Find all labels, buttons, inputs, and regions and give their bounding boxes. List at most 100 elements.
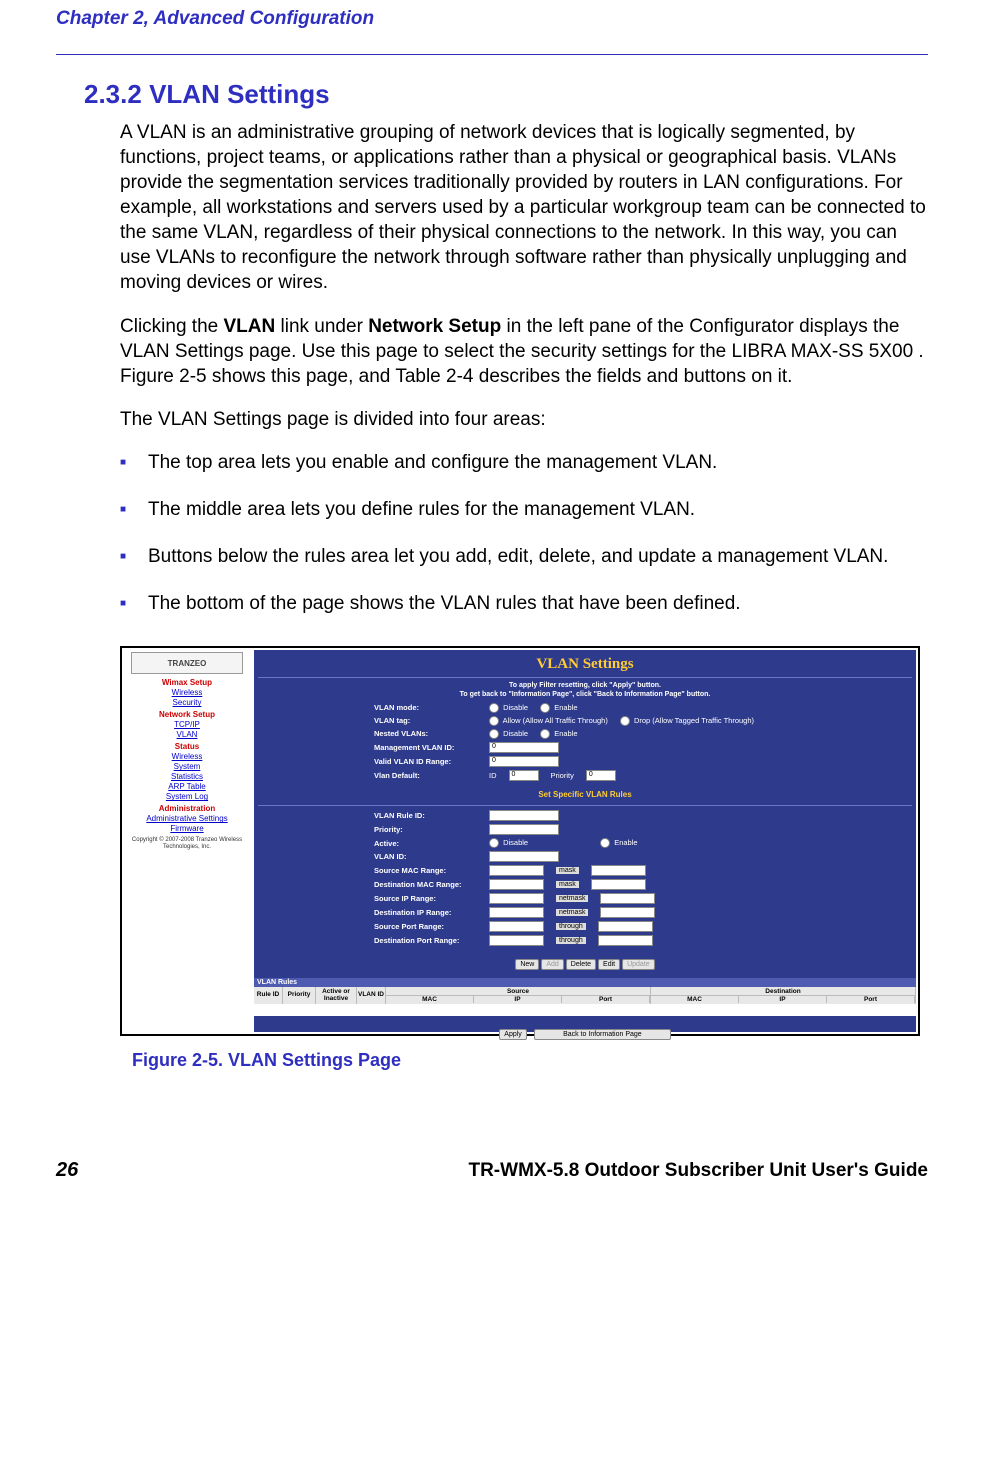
field-label: Source Port Range: xyxy=(374,922,489,931)
sidebar-link[interactable]: Security xyxy=(122,698,252,707)
text-input[interactable] xyxy=(591,879,646,890)
text-input[interactable] xyxy=(489,824,559,835)
field-label: Valid VLAN ID Range: xyxy=(374,757,489,766)
field-label: Vlan Default: xyxy=(374,771,489,780)
table-column-header: Priority xyxy=(283,987,316,1004)
rules-empty-row xyxy=(254,1004,916,1016)
config-panel: VLAN Settings To apply Filter resetting,… xyxy=(254,650,916,1032)
field-label: Destination IP Range: xyxy=(374,908,489,917)
page-number: 26 xyxy=(56,1159,78,1182)
text-input[interactable] xyxy=(489,851,559,862)
vlan-settings-screenshot: TRANZEO Wimax Setup Wireless Security Ne… xyxy=(120,646,920,1036)
text-input[interactable]: 0 xyxy=(509,770,539,781)
text-input[interactable] xyxy=(489,935,544,946)
action-button-row: NewAddDeleteEditUpdate xyxy=(254,950,916,972)
table-column-header: Active or Inactive xyxy=(316,987,357,1004)
sidebar-link[interactable]: System Log xyxy=(122,792,252,801)
radio-option[interactable]: Enable xyxy=(600,838,637,848)
text-input[interactable] xyxy=(600,893,655,904)
text-input[interactable] xyxy=(489,907,544,918)
text-input[interactable] xyxy=(598,935,653,946)
sidebar-group: Status xyxy=(122,742,252,751)
section-heading: VLAN Settings xyxy=(149,79,330,109)
sidebar-group: Network Setup xyxy=(122,710,252,719)
action-button[interactable]: Edit xyxy=(598,959,620,970)
field-label: Priority: xyxy=(374,825,489,834)
field-label: VLAN Rule ID: xyxy=(374,811,489,820)
sidebar-link[interactable]: System xyxy=(122,762,252,771)
back-button[interactable]: Back to Information Page xyxy=(534,1029,671,1040)
page-footer: 26 TR-WMX-5.8 Outdoor Subscriber Unit Us… xyxy=(0,1091,984,1202)
header-rule xyxy=(56,54,928,55)
figure-caption: Figure 2-5. VLAN Settings Page xyxy=(120,1050,928,1071)
field-label: Active: xyxy=(374,839,489,848)
rules-header: VLAN Rules xyxy=(254,978,916,987)
text-input[interactable] xyxy=(489,879,544,890)
sidebar-link[interactable]: VLAN xyxy=(122,730,252,739)
section-number: 2.3.2 xyxy=(84,79,142,109)
sidebar-group: Administration xyxy=(122,804,252,813)
paragraph-2: Clicking the VLAN link under Network Set… xyxy=(56,314,928,389)
radio-option[interactable]: Enable xyxy=(540,729,577,739)
action-button[interactable]: Delete xyxy=(566,959,596,970)
radio-option[interactable]: Enable xyxy=(540,703,577,713)
radio-option[interactable]: Disable xyxy=(489,729,528,739)
panel-title: VLAN Settings xyxy=(254,650,916,677)
text-input[interactable]: 0 xyxy=(489,756,559,767)
paragraph-1: A VLAN is an administrative grouping of … xyxy=(56,120,928,296)
text-input[interactable] xyxy=(600,907,655,918)
sidebar-link[interactable]: ARP Table xyxy=(122,782,252,791)
rules-columns: Rule IDPriorityActive or InactiveVLAN ID… xyxy=(254,987,916,1004)
action-button[interactable]: New xyxy=(515,959,539,970)
field-label: Nested VLANs: xyxy=(374,729,489,738)
section-title: 2.3.2 VLAN Settings xyxy=(56,79,928,110)
radio-option[interactable]: Drop (Allow Tagged Traffic Through) xyxy=(620,716,754,726)
field-label: Destination MAC Range: xyxy=(374,880,489,889)
text-input[interactable] xyxy=(591,865,646,876)
sidebar-link[interactable]: Administrative Settings xyxy=(122,814,252,823)
footer-button-row: Apply Back to Information Page xyxy=(254,1016,916,1046)
bullet-item: Buttons below the rules area let you add… xyxy=(120,544,928,569)
sidebar-copyright: Copyright © 2007-2008 Tranzeo Wireless T… xyxy=(122,837,252,850)
table-column-header: DestinationMACIPPort xyxy=(651,987,916,1004)
paragraph-3: The VLAN Settings page is divided into f… xyxy=(56,407,928,432)
field-label: VLAN tag: xyxy=(374,716,489,725)
subheader: Set Specific VLAN Rules xyxy=(254,784,916,805)
sidebar-link[interactable]: Wireless xyxy=(122,688,252,697)
sidebar-group: Wimax Setup xyxy=(122,678,252,687)
field-label: Source IP Range: xyxy=(374,894,489,903)
sidebar-link[interactable]: Statistics xyxy=(122,772,252,781)
action-button[interactable]: Update xyxy=(622,959,655,970)
table-column-header: VLAN ID xyxy=(357,987,386,1004)
panel-notice: To apply Filter resetting, click "Apply"… xyxy=(254,678,916,703)
field-label: Destination Port Range: xyxy=(374,936,489,945)
action-button[interactable]: Add xyxy=(541,959,563,970)
sidebar-link[interactable]: Firmware xyxy=(122,824,252,833)
text-input[interactable] xyxy=(489,893,544,904)
chapter-header: Chapter 2, Advanced Configuration xyxy=(56,0,928,34)
bullet-item: The bottom of the page shows the VLAN ru… xyxy=(120,591,928,616)
table-column-header: SourceMACIPPort xyxy=(386,987,651,1004)
bullet-item: The top area lets you enable and configu… xyxy=(120,450,928,475)
text-input[interactable] xyxy=(489,810,559,821)
text-input[interactable]: 0 xyxy=(489,742,559,753)
logo: TRANZEO xyxy=(131,652,243,674)
radio-option[interactable]: Disable xyxy=(489,703,528,713)
field-label: Source MAC Range: xyxy=(374,866,489,875)
sidebar-link[interactable]: TCP/IP xyxy=(122,720,252,729)
guide-title: TR-WMX-5.8 Outdoor Subscriber Unit User'… xyxy=(468,1160,928,1182)
text-input[interactable] xyxy=(598,921,653,932)
radio-option[interactable]: Disable xyxy=(489,838,528,848)
text-input[interactable] xyxy=(489,865,544,876)
field-label: VLAN mode: xyxy=(374,703,489,712)
text-input[interactable]: 0 xyxy=(586,770,616,781)
text-input[interactable] xyxy=(489,921,544,932)
bullet-item: The middle area lets you define rules fo… xyxy=(120,497,928,522)
config-sidebar: TRANZEO Wimax Setup Wireless Security Ne… xyxy=(122,648,252,1034)
apply-button[interactable]: Apply xyxy=(499,1029,527,1040)
sidebar-link[interactable]: Wireless xyxy=(122,752,252,761)
radio-option[interactable]: Allow (Allow All Traffic Through) xyxy=(489,716,608,726)
table-column-header: Rule ID xyxy=(254,987,283,1004)
bullet-list: The top area lets you enable and configu… xyxy=(56,450,928,616)
field-label: Management VLAN ID: xyxy=(374,743,489,752)
